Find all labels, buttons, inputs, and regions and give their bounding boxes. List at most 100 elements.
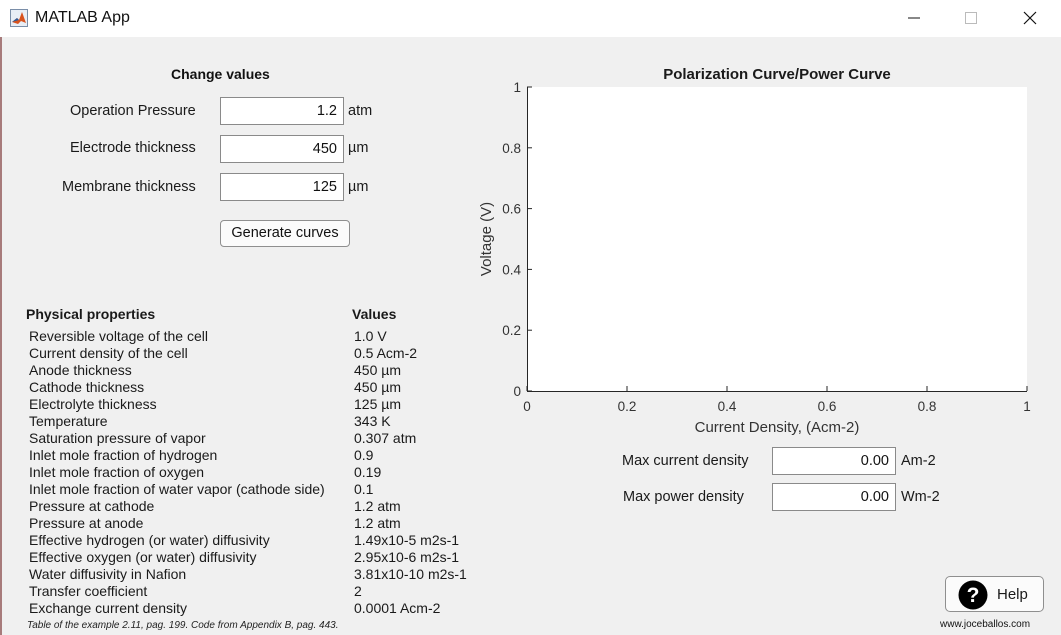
properties-rows: Reversible voltage of the cell 1.0 V Curre… <box>26 328 486 617</box>
property-value: 0.307 atm <box>354 430 417 446</box>
matlab-logo-icon <box>10 9 28 27</box>
membrane-thickness-label: Membrane thickness <box>62 179 196 195</box>
property-value: 1.49x10-5 m2s-1 <box>354 532 460 548</box>
property-name: Effective oxygen (or water) diffusivity <box>29 549 257 565</box>
membrane-thickness-unit: µm <box>348 179 369 195</box>
footnote: Table of the example 2.11, pag. 199. Cod… <box>27 620 339 631</box>
properties-header: Physical properties Values <box>26 306 486 328</box>
property-value: 1.2 atm <box>354 515 401 531</box>
table-row: Electrolyte thickness 125 µm <box>26 396 486 413</box>
property-value: 2 <box>354 583 362 599</box>
property-name: Anode thickness <box>29 362 132 378</box>
website-link[interactable]: www.joceballos.com <box>940 619 1031 630</box>
close-button[interactable] <box>1007 6 1053 32</box>
title-bar: MATLAB App <box>0 0 1061 37</box>
properties-header-name: Physical properties <box>26 306 156 322</box>
property-name: Exchange current density <box>29 600 187 616</box>
pressure-input[interactable]: 1.2 <box>220 97 344 125</box>
y-tick-label: 1 <box>513 80 521 95</box>
property-name: Reversible voltage of the cell <box>29 328 208 344</box>
electrode-thickness-label: Electrode thickness <box>70 140 196 156</box>
table-row: Cathode thickness 450 µm <box>26 379 486 396</box>
pressure-unit: atm <box>348 103 373 119</box>
max-current-field[interactable]: 0.00 <box>772 447 896 475</box>
property-name: Current density of the cell <box>29 345 188 361</box>
y-tick-label: 0.8 <box>502 141 521 156</box>
table-row: Transfer coefficient 2 <box>26 583 486 600</box>
max-current-label: Max current density <box>622 453 749 469</box>
maximize-button[interactable] <box>948 6 994 32</box>
property-value: 0.9 <box>354 447 374 463</box>
x-axis-label: Current Density, (Acm-2) <box>695 419 860 436</box>
membrane-thickness-input[interactable]: 125 <box>220 173 344 201</box>
table-row: Inlet mole fraction of oxygen 0.19 <box>26 464 486 481</box>
property-name: Inlet mole fraction of water vapor (cath… <box>29 481 325 497</box>
y-tick-label: 0 <box>513 384 521 399</box>
property-value: 2.95x10-6 m2s-1 <box>354 549 460 565</box>
y-ticks: 0 0.2 0.4 0.6 0.8 1 <box>502 80 532 399</box>
property-value: 1.0 V <box>354 328 387 344</box>
table-row: Reversible voltage of the cell 1.0 V <box>26 328 486 345</box>
table-row: Temperature 343 K <box>26 413 486 430</box>
property-value: 0.19 <box>354 464 382 480</box>
table-row: Water diffusivity in Nafion 3.81x10-10 m2… <box>26 566 486 583</box>
minimize-button[interactable] <box>891 6 937 32</box>
help-label: Help <box>997 586 1028 603</box>
help-button[interactable]: ? Help <box>945 576 1044 612</box>
max-current-unit: Am-2 <box>901 453 936 469</box>
property-value: 125 µm <box>354 396 401 412</box>
minimize-icon <box>908 17 920 19</box>
table-row: Inlet mole fraction of water vapor (cath… <box>26 481 486 498</box>
table-row: Exchange current density 0.0001 Acm-2 <box>26 600 486 617</box>
property-value: 0.0001 Acm-2 <box>354 600 441 616</box>
close-icon <box>1023 11 1037 25</box>
pressure-label: Operation Pressure <box>70 103 196 119</box>
y-tick-label: 0.2 <box>502 323 521 338</box>
table-row: Pressure at cathode 1.2 atm <box>26 498 486 515</box>
property-value: 3.81x10-10 m2s-1 <box>354 566 467 582</box>
property-value: 450 µm <box>354 362 401 378</box>
svg-text:?: ? <box>967 584 980 607</box>
property-name: Cathode thickness <box>29 379 145 395</box>
max-power-unit: Wm-2 <box>901 489 940 505</box>
table-row: Anode thickness 450 µm <box>26 362 486 379</box>
table-row: Effective hydrogen (or water) diffusivit… <box>26 532 486 549</box>
table-row: Effective oxygen (or water) diffusivity 2… <box>26 549 486 566</box>
x-tick-label: 0.8 <box>918 399 937 414</box>
plot-area <box>527 87 1027 391</box>
property-name: Electrolyte thickness <box>29 396 157 412</box>
property-value: 343 K <box>354 413 391 429</box>
x-tick-label: 1 <box>1023 399 1031 414</box>
polarization-chart[interactable]: 0 0.2 0.4 0.6 0.8 1 0 0.2 0.4 0.6 0.8 1 Current De… <box>470 78 1045 443</box>
window-title: MATLAB App <box>35 9 130 26</box>
property-name: Pressure at cathode <box>29 498 155 514</box>
electrode-thickness-unit: µm <box>348 140 369 156</box>
maximize-icon <box>965 12 977 24</box>
window-edge <box>0 37 2 635</box>
property-name: Inlet mole fraction of oxygen <box>29 464 205 480</box>
max-power-label: Max power density <box>623 489 744 505</box>
generate-curves-button[interactable]: Generate curves <box>220 220 350 247</box>
x-ticks: 0 0.2 0.4 0.6 0.8 1 <box>523 386 1031 414</box>
property-value: 1.2 atm <box>354 498 401 514</box>
property-name: Temperature <box>29 413 108 429</box>
table-row: Pressure at anode 1.2 atm <box>26 515 486 532</box>
table-row: Inlet mole fraction of hydrogen 0.9 <box>26 447 486 464</box>
y-axis-label: Voltage (V) <box>478 202 495 276</box>
property-name: Transfer coefficient <box>29 583 148 599</box>
electrode-thickness-input[interactable]: 450 <box>220 135 344 163</box>
x-tick-label: 0.2 <box>618 399 637 414</box>
x-tick-label: 0.4 <box>718 399 737 414</box>
y-tick-label: 0.4 <box>502 262 521 277</box>
property-name: Effective hydrogen (or water) diffusivit… <box>29 532 270 548</box>
max-power-field[interactable]: 0.00 <box>772 483 896 511</box>
chart-title: Polarization Curve/Power Curve <box>663 66 891 83</box>
chart-axes <box>527 87 1027 392</box>
properties-table: Physical properties Values Reversible vo… <box>26 306 486 617</box>
x-tick-label: 0 <box>523 399 531 414</box>
property-name: Pressure at anode <box>29 515 144 531</box>
table-row: Current density of the cell 0.5 Acm-2 <box>26 345 486 362</box>
property-value: 450 µm <box>354 379 401 395</box>
question-icon: ? <box>958 580 988 610</box>
x-tick-label: 0.6 <box>818 399 837 414</box>
